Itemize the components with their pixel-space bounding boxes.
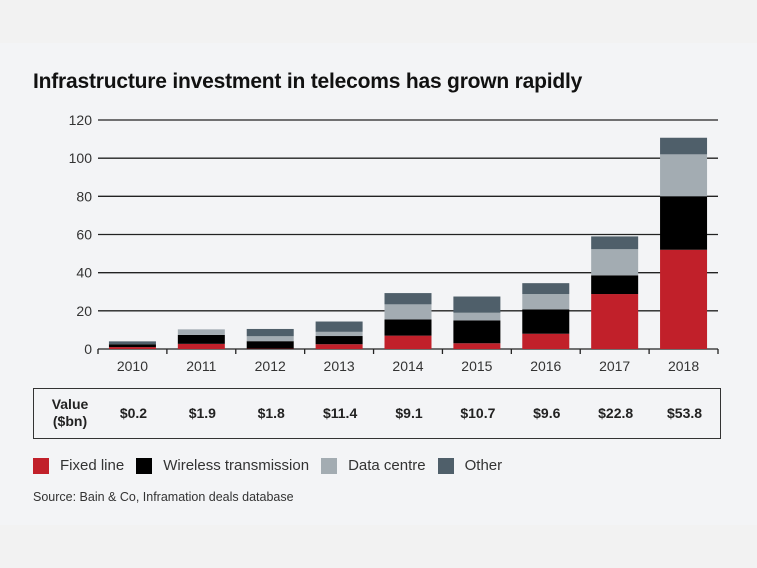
- legend-label: Wireless transmission: [163, 457, 310, 474]
- bar-segment: [315, 321, 363, 332]
- bar-segment: [591, 275, 639, 295]
- y-tick-label: 120: [69, 112, 93, 128]
- bar-segment: [660, 154, 708, 197]
- y-tick-label: 80: [76, 188, 92, 204]
- bar-segment: [522, 333, 570, 349]
- bar-segment: [384, 304, 432, 320]
- legend-label: Data centre: [348, 457, 426, 474]
- bar-segment: [384, 319, 432, 336]
- value-cell: $1.8: [257, 405, 285, 421]
- bar-segment: [108, 347, 156, 349]
- bar-segment: [453, 312, 501, 321]
- bar-segment: [591, 236, 639, 250]
- y-tick-label: 100: [69, 150, 93, 166]
- value-cell: $9.1: [395, 405, 423, 421]
- source-note: Source: Bain & Co, Inframation deals dat…: [33, 490, 294, 504]
- chart-title: Infrastructure investment in telecoms ha…: [33, 70, 583, 93]
- value-table-header: Value ($bn): [34, 396, 106, 430]
- value-header-line1: Value: [51, 396, 89, 412]
- y-tick-label: 0: [84, 341, 92, 357]
- value-cell: $9.6: [533, 405, 561, 421]
- x-tick-label: 2013: [324, 358, 355, 374]
- x-tick-label: 2014: [392, 358, 423, 374]
- bar-segment: [315, 331, 363, 337]
- legend: Fixed line Wireless transmission Data cent…: [33, 457, 514, 474]
- value-cell: $22.8: [598, 405, 634, 421]
- y-tick-label: 20: [76, 303, 92, 319]
- bar-segment: [660, 249, 708, 349]
- legend-swatch: [321, 457, 338, 474]
- stacked-bar-chart: 0 20 40 60 80 100 120 2010 2011 2012 2013 2014 2015 2…: [69, 112, 719, 374]
- x-tick-label: 2012: [255, 358, 286, 374]
- legend-label: Fixed line: [60, 457, 125, 474]
- legend-swatch: [437, 457, 454, 474]
- x-tick-label: 2016: [530, 358, 561, 374]
- legend-swatch: [33, 457, 49, 474]
- bar-segment: [522, 294, 570, 310]
- bar-segment: [177, 334, 225, 344]
- bar-segment: [246, 328, 294, 337]
- bar-segment: [591, 294, 639, 349]
- bar-segment: [384, 293, 432, 305]
- y-tick-label: 60: [76, 227, 92, 243]
- bar-segment: [453, 296, 501, 313]
- value-cell: $11.4: [322, 405, 358, 421]
- bar-segment: [660, 137, 708, 155]
- bar-segment: [246, 336, 294, 342]
- value-cell: $10.7: [460, 405, 496, 421]
- value-table: Value ($bn) $0.2 $1.9 $1.8 $11.4 $9.1 $10.7 $9…: [33, 388, 721, 439]
- bar-segment: [591, 249, 639, 276]
- bar-segment: [453, 343, 501, 349]
- value-header-line2: ($bn): [52, 413, 88, 429]
- x-tick-label: 2011: [186, 358, 216, 374]
- x-tick-label: 2017: [599, 358, 630, 374]
- x-tick-label: 2010: [117, 358, 148, 374]
- value-cell: $53.8: [667, 405, 703, 421]
- bar-segment: [177, 329, 225, 335]
- legend-swatch: [136, 457, 153, 474]
- bar-segment: [660, 196, 708, 250]
- bar-segment: [384, 335, 432, 349]
- y-tick-label: 40: [76, 265, 92, 281]
- bar-segment: [522, 283, 570, 295]
- value-cell: $1.9: [188, 405, 216, 421]
- x-tick-label: 2018: [668, 358, 699, 374]
- x-tick-label: 2015: [461, 358, 492, 374]
- bar-segment: [177, 343, 225, 349]
- bar-segment: [315, 336, 363, 345]
- bar-segment: [108, 341, 156, 345]
- bar-segment: [108, 344, 156, 348]
- bar-segment: [522, 309, 570, 334]
- bar-segment: [246, 341, 294, 349]
- value-cell: $0.2: [119, 405, 148, 421]
- legend-label: Other: [464, 457, 503, 474]
- bar-segment: [453, 320, 501, 344]
- bar-segment: [315, 344, 363, 349]
